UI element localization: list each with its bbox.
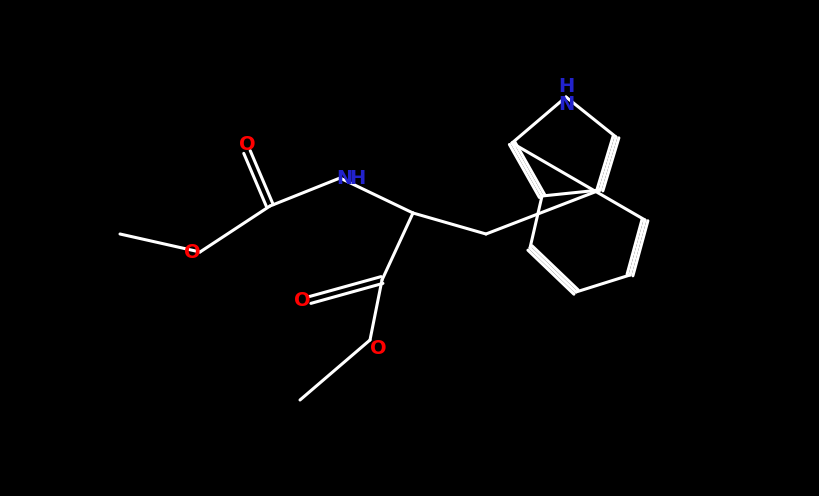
Text: O: O [294,291,310,310]
Text: O: O [369,338,387,358]
Text: O: O [183,243,201,261]
Text: O: O [238,134,256,153]
Text: H: H [349,169,365,187]
Text: N: N [558,96,574,115]
Text: H: H [558,77,574,97]
Text: N: N [336,169,352,187]
